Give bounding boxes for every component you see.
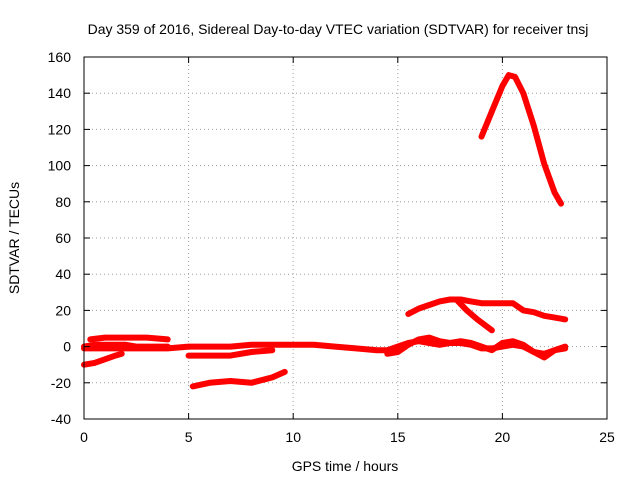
- x-tick-label: 25: [599, 429, 615, 445]
- series-line-s5: [384, 334, 569, 361]
- series-line-s3: [81, 350, 125, 368]
- series-line-s8: [405, 296, 569, 323]
- y-tick-label: 100: [48, 158, 72, 174]
- series-line-s6: [185, 347, 276, 359]
- y-tick-label: 40: [55, 266, 71, 282]
- series-line-s7: [189, 368, 288, 390]
- grid-layer: [84, 57, 607, 419]
- x-axis-label: GPS time / hours: [292, 458, 399, 474]
- y-tick-label: 120: [48, 121, 72, 137]
- y-tick-label: 0: [63, 339, 71, 355]
- y-tick-label: 140: [48, 85, 72, 101]
- series-line-s10: [478, 72, 564, 207]
- series-layer: [81, 72, 569, 390]
- series-line-s4: [81, 338, 569, 357]
- y-tick-label: 160: [48, 49, 72, 65]
- tick-layer: 0 5 10 15 20 25 -40 -20 0 20 40 60 80 100 120 140 160: [48, 49, 615, 445]
- x-tick-label: 10: [285, 429, 301, 445]
- y-tick-label: -40: [51, 411, 71, 427]
- x-tick-label: 20: [495, 429, 511, 445]
- y-tick-label: 20: [55, 302, 71, 318]
- x-tick-label: 15: [390, 429, 406, 445]
- y-tick-label: 60: [55, 230, 71, 246]
- y-tick-label: -20: [51, 375, 71, 391]
- x-tick-label: 0: [80, 429, 88, 445]
- y-axis-label: SDTVAR / TECUs: [6, 182, 22, 294]
- series-line-s2: [87, 334, 171, 343]
- series-line-s9: [453, 296, 495, 334]
- chart-title: Day 359 of 2016, Sidereal Day-to-day VTE…: [88, 21, 589, 37]
- x-tick-label: 5: [185, 429, 193, 445]
- y-tick-label: 80: [55, 194, 71, 210]
